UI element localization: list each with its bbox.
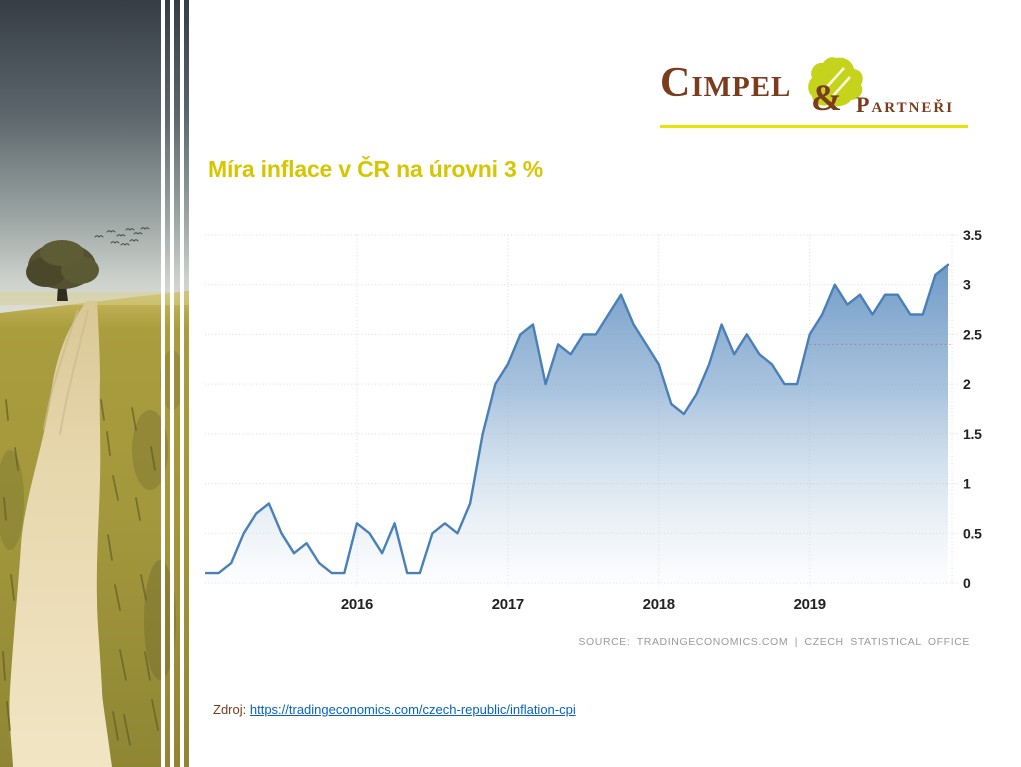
dirt-path xyxy=(9,301,112,767)
footer-label: Zdroj: xyxy=(213,702,247,717)
birds-icon xyxy=(94,227,150,246)
svg-text:3.5: 3.5 xyxy=(963,228,982,243)
svg-text:1.5: 1.5 xyxy=(963,426,982,442)
svg-text:1: 1 xyxy=(963,476,971,492)
decor-photo-tree-field xyxy=(0,0,189,767)
chart-source-note: SOURCE: TRADINGECONOMICS.COM | CZECH STA… xyxy=(578,636,970,648)
logo-word-main: Cimpel xyxy=(660,60,792,106)
svg-text:3: 3 xyxy=(963,277,971,293)
svg-text:2016: 2016 xyxy=(341,596,373,613)
svg-text:2019: 2019 xyxy=(794,596,826,613)
footer-source: Zdroj: https://tradingeconomics.com/czec… xyxy=(213,702,576,717)
svg-text:2: 2 xyxy=(963,376,971,392)
sky xyxy=(0,0,189,330)
company-logo: Cimpel & Partneři xyxy=(660,56,970,130)
logo-tree-icon xyxy=(808,57,863,107)
logo-word-sub: Partneři xyxy=(856,92,955,117)
series-line xyxy=(205,263,950,575)
logo-ampersand: & xyxy=(811,78,842,119)
grass-tufts xyxy=(2,399,159,746)
inflation-chart: 3.5 3 2.5 2 1.5 1 0.5 0 2016 2017 2018 2019 xyxy=(205,228,982,613)
logo-underline xyxy=(660,125,968,128)
series-area xyxy=(206,264,948,583)
svg-text:0.5: 0.5 xyxy=(963,525,982,541)
white-divider-lines xyxy=(161,0,184,767)
page-title: Míra inflace v ČR na úrovni 3 % xyxy=(208,156,544,182)
svg-text:2018: 2018 xyxy=(643,596,675,613)
svg-text:0: 0 xyxy=(963,575,971,591)
footer-link[interactable]: https://tradingeconomics.com/czech-repub… xyxy=(249,702,576,717)
tree xyxy=(26,240,99,301)
svg-text:2.5: 2.5 xyxy=(963,326,982,342)
svg-text:2017: 2017 xyxy=(492,596,524,613)
